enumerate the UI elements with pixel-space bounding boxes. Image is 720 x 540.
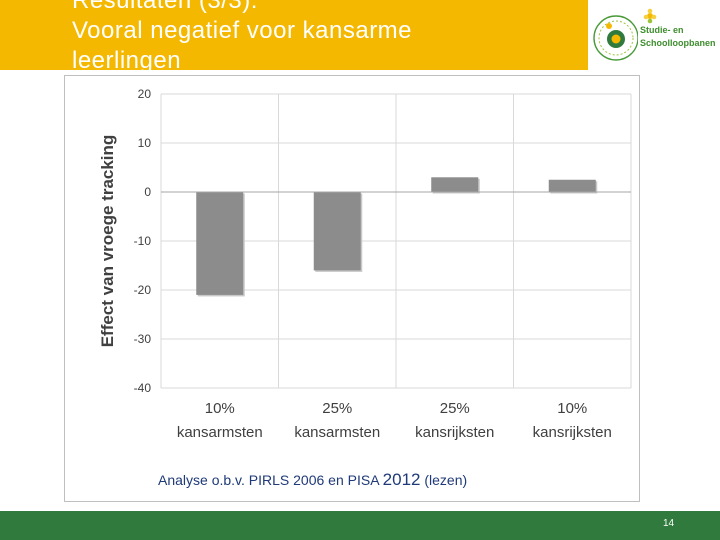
bar-chart: 20 10 0 -10 -20 -30 -40 10% kansarmsten 25% kansar… [98,87,632,441]
x-category-label: kansarmsten [177,424,263,441]
y-tick-label: 10 [138,136,152,150]
logo-text-line2: Schoolloopbanen [640,38,716,48]
y-tick-label: -20 [134,283,152,297]
x-category-label: kansrijksten [533,424,612,441]
slide-title-line: Resultaten (3/3): [72,0,258,14]
x-category-label: 10% [205,400,235,417]
bar [431,177,479,192]
caption-year: 2012 [382,470,421,489]
caption-prefix: Analyse o.b.v. PIRLS 2006 en PISA [158,472,383,488]
logo: Studie- en Schoolloopbanen [590,8,718,64]
x-category-label: kansarmsten [294,424,380,441]
page-number: 14 [663,518,675,529]
y-axis-title: Effect van vroege tracking [98,135,117,348]
y-tick-label: -40 [134,381,152,395]
bar [313,192,361,271]
y-tick-label: 0 [144,185,151,199]
logo-emblem-icon [593,15,639,61]
y-tick-label: -10 [134,234,152,248]
logo-text-line1: Studie- en [640,25,684,35]
y-tick-label: 20 [138,87,152,101]
slide-title: Resultaten (3/3): Vooral negatief voor k… [72,0,412,70]
caption-suffix: (lezen) [420,472,468,488]
x-category-label: 25% [440,400,470,417]
footer-bar [0,511,720,540]
x-category-label: 10% [557,400,587,417]
title-bar: Resultaten (3/3): Vooral negatief voor k… [0,0,588,70]
x-category-label: 25% [322,400,352,417]
slide-title-line: Vooral negatief voor kansarme [72,17,413,44]
chart-frame: 20 10 0 -10 -20 -30 -40 10% kansarmsten 25% kansar… [64,75,640,502]
bar [548,179,596,192]
y-tick-label: -30 [134,332,152,346]
logo-flower-icon [643,8,657,24]
chart-caption: Analyse o.b.v. PIRLS 2006 en PISA 2012 (… [158,470,467,490]
slide-title-line: leerlingen [72,47,182,70]
bar [196,192,244,295]
x-category-label: kansrijksten [415,424,494,441]
